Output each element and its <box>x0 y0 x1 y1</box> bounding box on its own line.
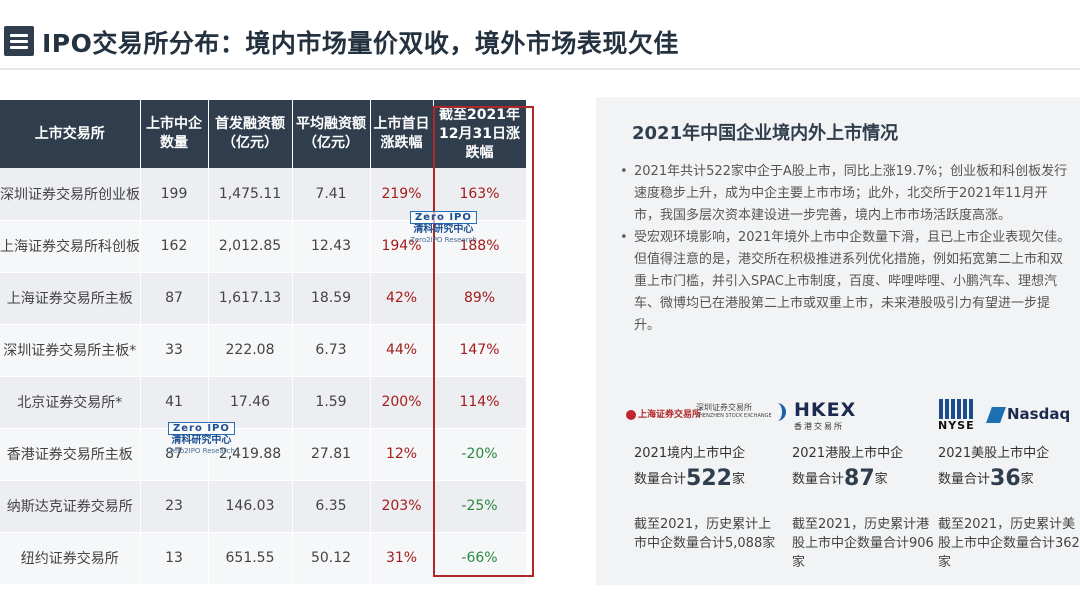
column-header: 截至2021年12月31日涨跌幅 <box>433 100 527 168</box>
cell-ipo-amount: 1,475.11 <box>208 168 293 221</box>
cell-count: 87 <box>140 428 209 481</box>
stat-number: 36 <box>990 466 1021 491</box>
cell-year-end: 89% <box>433 272 527 325</box>
cell-ipo-amount: 17.46 <box>208 376 293 429</box>
cell-count: 199 <box>140 168 209 221</box>
column-header: 上市交易所 <box>0 100 141 168</box>
bullet-item: 受宏观环境影响，2021年境外上市中企数量下滑，且已上市企业表现欠佳。但值得注意… <box>616 227 1072 337</box>
cell-first-day: 44% <box>370 324 434 377</box>
cell-ipo-amount: 651.55 <box>208 532 293 585</box>
panel-title: 2021年中国企业境内外上市情况 <box>632 123 899 144</box>
cell-exchange: 香港证券交易所主板 <box>0 428 141 481</box>
table-row: 深圳证券交易所创业板 199 1,475.11 7.41 219% 163% <box>0 168 527 221</box>
cell-ipo-amount: 222.08 <box>208 324 293 377</box>
bullet-item: 2021年共计522家中企于A股上市，同比上涨19.7%；创业板和科创板发行速度… <box>616 161 1072 227</box>
table-row: 北京证券交易所* 41 17.46 1.59 200% 114% <box>0 376 527 429</box>
cell-exchange: 纳斯达克证券交易所 <box>0 480 141 533</box>
cell-avg-amount: 6.35 <box>292 480 371 533</box>
cell-exchange: 上海证券交易所主板 <box>0 272 141 325</box>
table-header-row: 上市交易所 上市中企数量 首发融资额（亿元） 平均融资额（亿元） 上市首日涨跌幅… <box>0 100 527 168</box>
cell-year-end: 188% <box>433 220 527 273</box>
cell-first-day: 203% <box>370 480 434 533</box>
cell-first-day: 200% <box>370 376 434 429</box>
cell-year-end: 114% <box>433 376 527 429</box>
cell-count: 162 <box>140 220 209 273</box>
column-header: 平均融资额（亿元） <box>292 100 371 168</box>
cell-exchange: 深圳证券交易所主板* <box>0 324 141 377</box>
column-header: 上市中企数量 <box>140 100 209 168</box>
cell-year-end: -20% <box>433 428 527 481</box>
cell-count: 23 <box>140 480 209 533</box>
sse-logo: 上海证券交易所 <box>626 407 701 420</box>
cell-first-day: 31% <box>370 532 434 585</box>
stat-note-hk: 截至2021，历史累计港股上市中企数量合计906家 <box>792 517 934 570</box>
sse-mark-icon <box>626 409 636 420</box>
table-row: 深圳证券交易所主板* 33 222.08 6.73 44% 147% <box>0 324 527 377</box>
szse-mark-icon <box>774 403 786 421</box>
cell-year-end: 147% <box>433 324 527 377</box>
cell-year-end: 163% <box>433 168 527 221</box>
nasdaq-logo: Nasdaq <box>986 405 1070 423</box>
nyse-logo: NYSE <box>938 399 975 432</box>
stat-hk: 2021港股上市中企 数量合计87家 <box>792 446 904 491</box>
table-row: 香港证券交易所主板 87 2,419.88 27.81 12% -20% <box>0 428 527 481</box>
cell-first-day: 219% <box>370 168 434 221</box>
cell-exchange: 上海证券交易所科创板 <box>0 220 141 273</box>
cell-year-end: -66% <box>433 532 527 585</box>
bullet-list: 2021年共计522家中企于A股上市，同比上涨19.7%；创业板和科创板发行速度… <box>616 161 1072 337</box>
cell-count: 13 <box>140 532 209 585</box>
cell-ipo-amount: 146.03 <box>208 480 293 533</box>
nyse-pillars-icon <box>938 399 975 419</box>
exchange-table: 上市交易所 上市中企数量 首发融资额（亿元） 平均融资额（亿元） 上市首日涨跌幅… <box>0 100 530 585</box>
cell-count: 87 <box>140 272 209 325</box>
table-row: 纽约证券交易所 13 651.55 50.12 31% -66% <box>0 532 527 585</box>
title-icon <box>4 26 34 56</box>
exchange-logos: 上海证券交易所 深圳证券交易所 SHENZHEN STOCK EXCHANGE … <box>626 397 1080 437</box>
stat-number: 522 <box>686 466 732 491</box>
stat-number: 87 <box>844 466 875 491</box>
cell-exchange: 北京证券交易所* <box>0 376 141 429</box>
cell-ipo-amount: 2,012.85 <box>208 220 293 273</box>
cell-year-end: -25% <box>433 480 527 533</box>
summary-panel: 2021年中国企业境内外上市情况 2021年共计522家中企于A股上市，同比上涨… <box>596 97 1080 585</box>
table-row: 上海证券交易所主板 87 1,617.13 18.59 42% 89% <box>0 272 527 325</box>
cell-avg-amount: 50.12 <box>292 532 371 585</box>
cell-first-day: 194% <box>370 220 434 273</box>
cell-avg-amount: 27.81 <box>292 428 371 481</box>
cell-count: 33 <box>140 324 209 377</box>
stat-us: 2021美股上市中企 数量合计36家 <box>938 446 1050 491</box>
stat-domestic: 2021境内上市中企 数量合计522家 <box>634 446 746 491</box>
cell-avg-amount: 7.41 <box>292 168 371 221</box>
stat-note-us: 截至2021，历史累计美股上市中企数量合计362家 <box>938 517 1080 570</box>
cell-avg-amount: 1.59 <box>292 376 371 429</box>
cell-exchange: 纽约证券交易所 <box>0 532 141 585</box>
cell-first-day: 12% <box>370 428 434 481</box>
cell-ipo-amount: 2,419.88 <box>208 428 293 481</box>
hkex-logo: HKEX 香港交易所 <box>794 399 857 431</box>
stat-note-domestic: 截至2021，历史累计上市中企数量合计5,088家 <box>634 517 776 551</box>
cell-exchange: 深圳证券交易所创业板 <box>0 168 141 221</box>
cell-count: 41 <box>140 376 209 429</box>
table-row: 纳斯达克证券交易所 23 146.03 6.35 203% -25% <box>0 480 527 533</box>
page-title: IPO交易所分布：境内市场量价双收，境外市场表现欠佳 <box>42 29 679 58</box>
column-header: 首发融资额（亿元） <box>208 100 293 168</box>
cell-ipo-amount: 1,617.13 <box>208 272 293 325</box>
table-row: 上海证券交易所科创板 162 2,012.85 12.43 194% 188% <box>0 220 527 273</box>
cell-avg-amount: 6.73 <box>292 324 371 377</box>
cell-avg-amount: 12.43 <box>292 220 371 273</box>
column-header: 上市首日涨跌幅 <box>370 100 434 168</box>
header-divider <box>0 68 1080 70</box>
cell-first-day: 42% <box>370 272 434 325</box>
szse-logo: 深圳证券交易所 SHENZHEN STOCK EXCHANGE <box>696 403 786 421</box>
cell-avg-amount: 18.59 <box>292 272 371 325</box>
nasdaq-mark-icon <box>986 406 1006 423</box>
